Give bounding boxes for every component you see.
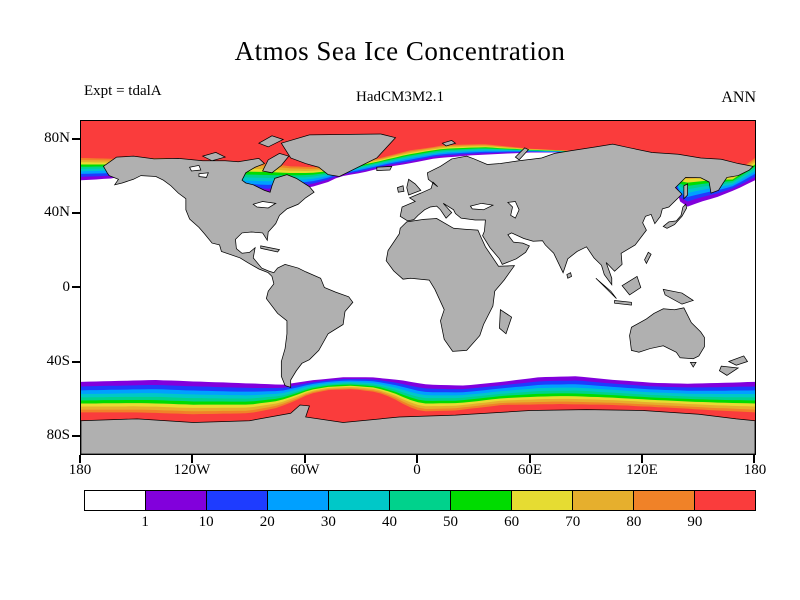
lon-tick-120e [641, 455, 643, 463]
colorbar-segment-2 [206, 491, 267, 510]
lat-label-80n: 80N [44, 130, 70, 146]
model-label: HadCM3M2.1 [356, 89, 444, 105]
philippines-island [644, 251, 652, 265]
new-zealand-north-island [727, 355, 749, 366]
colorbar-tick-1: 1 [141, 514, 149, 530]
africa-landmass [385, 218, 516, 352]
lat-label-0: 0 [62, 279, 71, 295]
colorbar-tick-40: 40 [381, 514, 397, 530]
lon-tick-180e [753, 455, 755, 463]
colorbar [84, 490, 756, 511]
great-bear-lake [189, 164, 202, 172]
java-island [614, 300, 632, 306]
lat-tick-80n [72, 138, 80, 140]
great-britain-island [406, 178, 422, 196]
lon-label-180w: 180 [68, 462, 92, 478]
sri-lanka-island [566, 272, 572, 279]
colorbar-tick-50: 50 [443, 514, 459, 530]
colorbar-segment-1 [145, 491, 206, 510]
lon-tick-120w [191, 455, 193, 463]
new-zealand-south-island [718, 365, 740, 376]
colorbar-segment-0 [85, 491, 145, 510]
victoria-island [201, 152, 227, 162]
colorbar-tick-10: 10 [198, 514, 214, 530]
colorbar-segment-9 [633, 491, 694, 510]
ellesmere-island [258, 135, 285, 148]
lon-label-120e: 120E [626, 462, 658, 478]
americas-landmass [102, 155, 354, 388]
lon-tick-180w [79, 455, 81, 463]
colorbar-labels: 1 10 20 30 40 50 60 70 80 90 [84, 514, 756, 534]
lon-label-60e: 60E [517, 462, 543, 478]
colorbar-tick-70: 70 [565, 514, 581, 530]
svalbard-island [441, 140, 457, 147]
lat-tick-40s [72, 361, 80, 363]
cuba-island [260, 245, 281, 253]
lat-label-80s: 80S [46, 427, 70, 443]
continents [81, 133, 755, 454]
borneo-island [621, 275, 642, 296]
colorbar-tick-90: 90 [687, 514, 703, 530]
season-label: ANN [721, 89, 756, 106]
lon-label-180e: 180 [743, 462, 767, 478]
colorbar-tick-80: 80 [626, 514, 642, 530]
sea-ice-world-map [81, 121, 755, 454]
colorbar-tick-20: 20 [259, 514, 275, 530]
iceland-island [376, 165, 393, 171]
great-slave-lake [198, 172, 209, 178]
lon-tick-0 [416, 455, 418, 463]
colorbar-segment-3 [267, 491, 328, 510]
eurasia-landmass [399, 143, 754, 286]
novaya-zemlya-island [514, 147, 530, 161]
lon-label-0: 0 [413, 462, 421, 478]
lat-label-40s: 40S [46, 353, 70, 369]
colorbar-segment-10 [694, 491, 755, 510]
colorbar-segment-6 [450, 491, 511, 510]
antarctica-landmass [81, 404, 755, 454]
lakes [189, 164, 520, 219]
lon-label-60w: 60W [290, 462, 320, 478]
madagascar-island [499, 309, 513, 335]
australia-landmass [629, 307, 705, 360]
page-title: Atmos Sea Ice Concentration [234, 36, 566, 66]
lon-label-120w: 120W [173, 462, 211, 478]
greenland-landmass [280, 133, 397, 177]
lat-tick-80s [72, 435, 80, 437]
black-sea [469, 202, 495, 211]
great-lakes [252, 201, 277, 209]
new-guinea-island [662, 288, 695, 305]
colorbar-segment-5 [389, 491, 450, 510]
lat-label-40n: 40N [44, 204, 70, 220]
colorbar-segment-8 [572, 491, 633, 510]
japan-islands [662, 203, 688, 229]
lat-tick-40n [72, 212, 80, 214]
map-frame [80, 120, 756, 455]
baffin-island [262, 152, 290, 174]
sakhalin-island [683, 183, 688, 200]
experiment-label: Expt = tdalA [84, 83, 162, 99]
caspian-sea [507, 201, 520, 219]
lon-tick-60w [304, 455, 306, 463]
colorbar-segment-4 [328, 491, 389, 510]
lon-tick-60e [529, 455, 531, 463]
tasmania-island [689, 362, 697, 368]
lat-tick-0 [72, 286, 80, 288]
ireland-island [396, 185, 405, 193]
colorbar-segment-7 [511, 491, 572, 510]
colorbar-tick-30: 30 [320, 514, 336, 530]
colorbar-tick-60: 60 [504, 514, 520, 530]
sumatra-island [595, 277, 617, 299]
